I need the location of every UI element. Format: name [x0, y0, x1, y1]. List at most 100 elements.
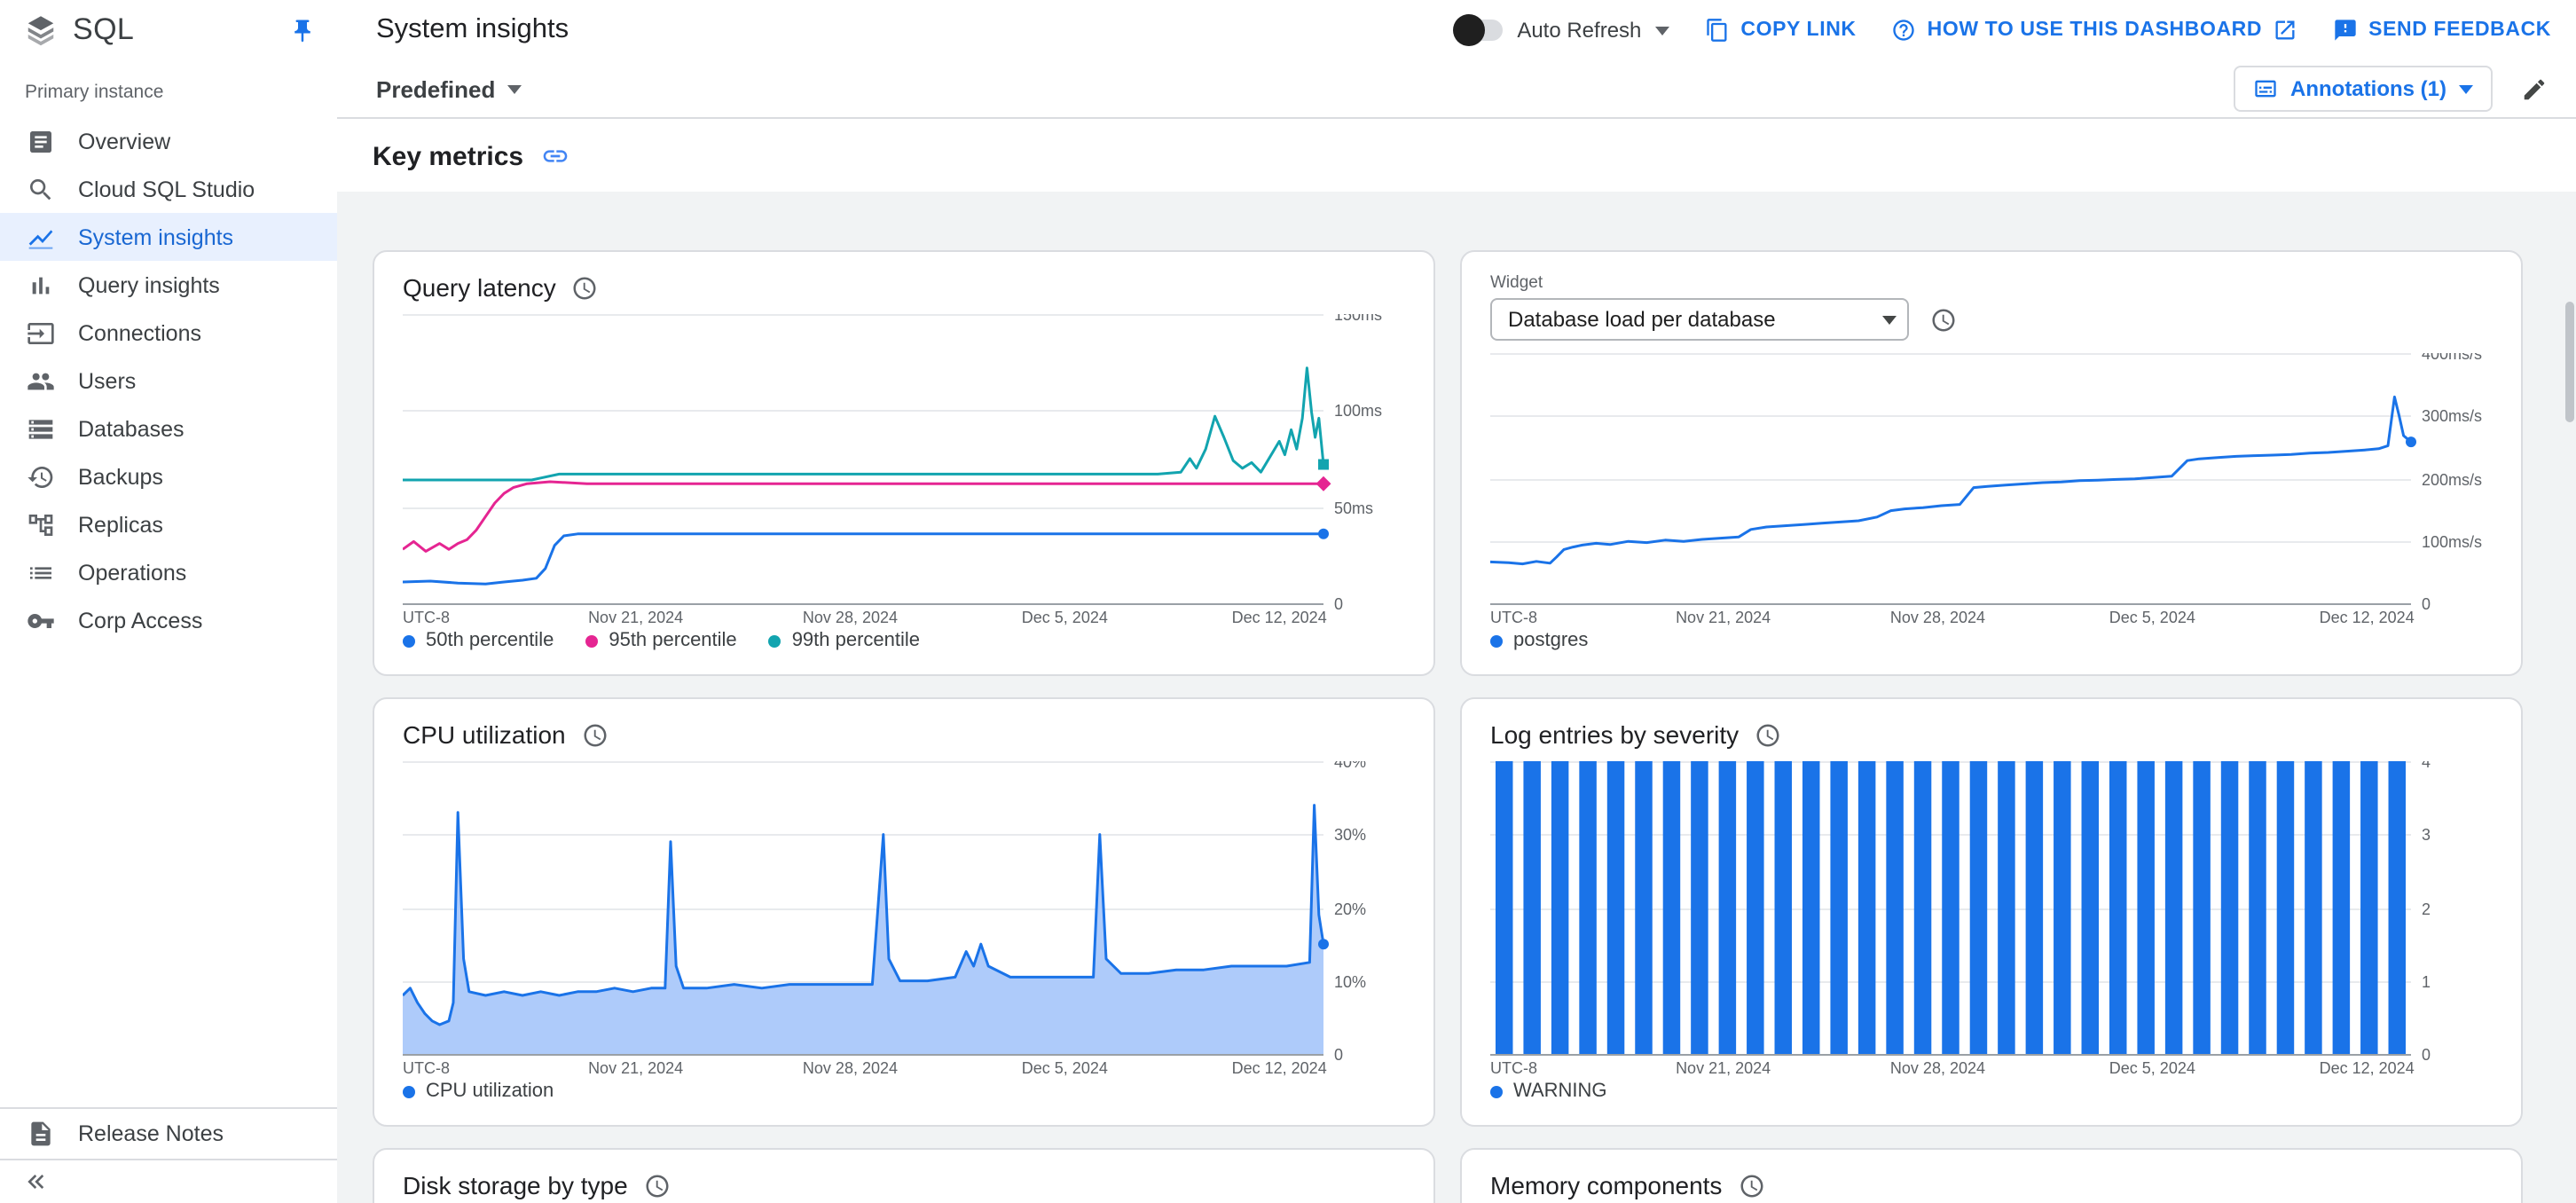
- legend-item-warning[interactable]: WARNING: [1490, 1081, 1607, 1102]
- svg-text:40%: 40%: [1334, 761, 1366, 771]
- svg-text:Dec 12, 2024: Dec 12, 2024: [2320, 1059, 2415, 1077]
- svg-text:Nov 21, 2024: Nov 21, 2024: [1676, 1059, 1771, 1077]
- svg-text:Dec 12, 2024: Dec 12, 2024: [2320, 609, 2415, 626]
- legend-dot: [1490, 634, 1503, 647]
- copy-link-button[interactable]: COPY LINK: [1705, 18, 1856, 43]
- auto-refresh-label: Auto Refresh: [1517, 18, 1642, 43]
- time-range-icon[interactable]: [1930, 307, 1957, 334]
- users-icon: [27, 366, 55, 395]
- card-title: Log entries by severity: [1490, 720, 1740, 749]
- copy-icon: [1707, 19, 1727, 42]
- time-range-icon[interactable]: [1738, 1172, 1764, 1199]
- svg-text:Nov 28, 2024: Nov 28, 2024: [803, 609, 898, 626]
- sidebar-item-query-insights[interactable]: Query insights: [0, 261, 337, 309]
- backups-icon: [27, 462, 55, 491]
- cpu-utilization-card: CPU utilization 40% 30% 20% 10% 0 UTC-8 Nov 21…: [373, 697, 1435, 1127]
- time-range-icon[interactable]: [1755, 721, 1781, 748]
- cpu-utilization-chart[interactable]: 40% 30% 20% 10% 0 UTC-8 Nov 21, 2024 Nov 28, 20…: [403, 761, 1405, 1081]
- chart-legend: CPU utilization: [403, 1081, 1405, 1104]
- svg-text:2: 2: [2422, 900, 2431, 918]
- svg-text:Nov 28, 2024: Nov 28, 2024: [803, 1059, 898, 1077]
- time-range-icon[interactable]: [644, 1172, 671, 1199]
- query-latency-chart[interactable]: 150ms 100ms 50ms 0 UTC-8 Nov 21, 2024 Nov 28, …: [403, 314, 1405, 630]
- sidebar-item-label: Operations: [78, 560, 187, 585]
- svg-text:Nov 21, 2024: Nov 21, 2024: [1676, 609, 1771, 626]
- sidebar-item-label: Corp Access: [78, 608, 203, 633]
- collapse-sidebar-button[interactable]: [0, 1160, 337, 1203]
- svg-text:4: 4: [2422, 761, 2431, 771]
- legend-item-postgres[interactable]: postgres: [1490, 630, 1588, 651]
- overview-icon: [27, 127, 55, 155]
- sidebar-item-replicas[interactable]: Replicas: [0, 500, 337, 548]
- log-entries-chart[interactable]: 4 3 2 1 0 UTC-8 Nov 21, 2024 Nov 28, 2024 Dec 5,…: [1490, 761, 2493, 1081]
- legend-item-cpu[interactable]: CPU utilization: [403, 1081, 554, 1102]
- widget-select-label: Widget: [1490, 273, 1543, 293]
- time-range-icon[interactable]: [572, 274, 599, 301]
- query-latency-card: Query latency 150ms 100ms 50ms 0 UTC-8 Nov 21…: [373, 250, 1435, 676]
- sidebar-item-cloud-sql-studio[interactable]: Cloud SQL Studio: [0, 165, 337, 213]
- app-name: SQL: [73, 12, 135, 46]
- svg-text:100ms/s: 100ms/s: [2422, 533, 2482, 551]
- preset-label: Predefined: [376, 75, 496, 102]
- sidebar-item-label: Databases: [78, 416, 185, 441]
- chevron-down-icon: [507, 84, 522, 93]
- sidebar-item-label: Query insights: [78, 272, 220, 297]
- svg-text:Dec 5, 2024: Dec 5, 2024: [2109, 1059, 2195, 1077]
- svg-text:Nov 21, 2024: Nov 21, 2024: [588, 1059, 683, 1077]
- card-title: Query latency: [403, 273, 556, 302]
- sidebar-item-backups[interactable]: Backups: [0, 452, 337, 500]
- svg-text:Dec 5, 2024: Dec 5, 2024: [1022, 1059, 1108, 1077]
- sidebar-item-databases[interactable]: Databases: [0, 405, 337, 452]
- svg-text:Dec 12, 2024: Dec 12, 2024: [1232, 1059, 1327, 1077]
- chevron-down-icon: [1882, 315, 1897, 324]
- send-feedback-button[interactable]: SEND FEEDBACK: [2333, 18, 2551, 43]
- svg-text:UTC-8: UTC-8: [1490, 1059, 1537, 1077]
- section-title: Key metrics: [373, 141, 524, 171]
- release-notes-icon: [27, 1120, 55, 1148]
- legend-item-p99[interactable]: 99th percentile: [768, 630, 920, 651]
- svg-text:10%: 10%: [1334, 973, 1366, 991]
- database-load-card: Widget Database load per database 400ms/…: [1460, 250, 2523, 676]
- widget-select-value: Database load per database: [1508, 307, 1776, 332]
- card-title: Memory components: [1490, 1171, 1723, 1199]
- edit-pencil-icon: [2524, 78, 2545, 99]
- sidebar-item-label: Cloud SQL Studio: [78, 177, 255, 201]
- chart-legend: postgres: [1490, 630, 2493, 653]
- sidebar-item-users[interactable]: Users: [0, 357, 337, 405]
- sidebar-item-system-insights[interactable]: System insights: [0, 213, 337, 261]
- time-range-icon[interactable]: [582, 721, 609, 748]
- how-to-use-dashboard-button[interactable]: HOW TO USE THIS DASHBOARD: [1892, 18, 2298, 43]
- sidebar-item-operations[interactable]: Operations: [0, 548, 337, 596]
- auto-refresh-control[interactable]: Auto Refresh: [1453, 14, 1670, 46]
- sidebar-item-overview[interactable]: Overview: [0, 117, 337, 165]
- top-header: SQL System insights Auto Refresh COPY LI…: [0, 0, 2576, 60]
- pin-icon[interactable]: [289, 17, 316, 43]
- svg-text:UTC-8: UTC-8: [1490, 609, 1537, 626]
- edit-dashboard-button[interactable]: [2521, 75, 2548, 102]
- chart-legend: 50th percentile 95th percentile 99th per…: [403, 630, 1405, 653]
- svg-text:50ms: 50ms: [1334, 499, 1373, 517]
- sidebar-item-connections[interactable]: Connections: [0, 309, 337, 357]
- auto-refresh-toggle[interactable]: [1453, 14, 1504, 46]
- svg-text:0: 0: [1334, 595, 1343, 613]
- preset-dropdown[interactable]: Predefined: [376, 75, 522, 102]
- legend-item-p50[interactable]: 50th percentile: [403, 630, 554, 651]
- collapse-panel-icon: [27, 1175, 44, 1189]
- sidebar-item-release-notes[interactable]: Release Notes: [0, 1109, 337, 1159]
- legend-item-p95[interactable]: 95th percentile: [585, 630, 737, 651]
- section-link-icon[interactable]: [541, 142, 569, 170]
- svg-text:0: 0: [2422, 595, 2431, 613]
- dashboard-toolbar: Predefined Annotations (1): [337, 60, 2576, 119]
- widget-select[interactable]: Database load per database: [1490, 298, 1909, 341]
- vertical-scrollbar-thumb[interactable]: [2565, 302, 2574, 422]
- svg-text:20%: 20%: [1334, 900, 1366, 918]
- cloud-sql-logo-icon: [25, 14, 57, 46]
- key-metrics-header: Key metrics: [337, 121, 2576, 192]
- svg-text:150ms: 150ms: [1334, 314, 1382, 324]
- sidebar-divider: [0, 1107, 337, 1109]
- database-load-chart[interactable]: 400ms/s 300ms/s 200ms/s 100ms/s 0 UTC-8 Nov 21…: [1490, 353, 2493, 630]
- annotations-button[interactable]: Annotations (1): [2234, 66, 2493, 112]
- copy-link-label: COPY LINK: [1740, 20, 1857, 41]
- connections-icon: [27, 318, 55, 347]
- sidebar-item-corp-access[interactable]: Corp Access: [0, 596, 337, 644]
